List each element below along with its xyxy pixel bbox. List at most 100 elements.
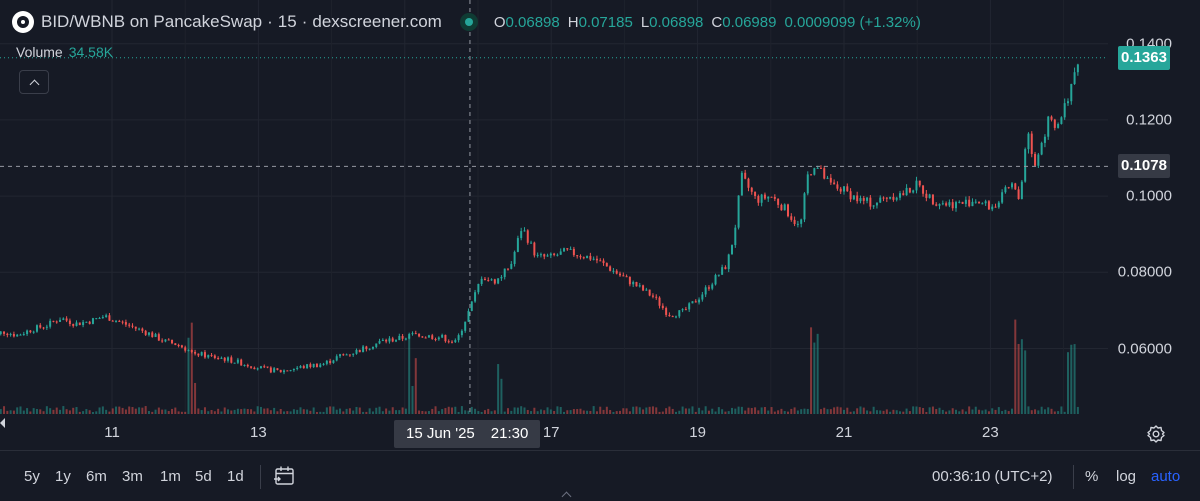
candle-body: [124, 322, 127, 325]
candle-body: [404, 338, 407, 340]
candle-body: [912, 190, 915, 193]
volume-bar: [253, 411, 256, 414]
volume-bar: [740, 406, 743, 414]
interval-label[interactable]: 15: [277, 12, 297, 31]
candle-body: [1034, 153, 1037, 166]
volume-bar: [869, 411, 872, 414]
candle-body: [510, 263, 513, 269]
candle-body: [480, 278, 483, 284]
range-3m-button[interactable]: 3m: [122, 468, 143, 485]
volume-bar: [161, 409, 164, 414]
candle-body: [928, 194, 931, 198]
volume-bar: [915, 406, 918, 414]
candle-body: [958, 201, 961, 203]
candle-body: [6, 333, 9, 336]
price-chart[interactable]: [0, 0, 1200, 450]
volume-bar: [464, 410, 467, 414]
close-value: 0.06989: [722, 13, 777, 31]
scroll-left-arrow-icon[interactable]: [0, 418, 5, 428]
candle-body: [19, 334, 22, 336]
volume-bar: [698, 407, 701, 414]
calendar-goto-icon[interactable]: [273, 464, 297, 488]
range-1d-button[interactable]: 1d: [227, 468, 244, 485]
candle-body: [688, 303, 691, 310]
candle-body: [414, 333, 417, 335]
volume-bar: [569, 410, 572, 414]
volume-bar: [368, 408, 371, 414]
candle-body: [612, 270, 615, 272]
candle-body: [582, 257, 585, 259]
log-scale-button[interactable]: log: [1116, 468, 1137, 485]
candle-body: [724, 267, 727, 270]
candle-body: [628, 276, 631, 285]
dexscreener-logo-icon: [12, 11, 34, 33]
candle-body: [85, 321, 88, 323]
candle-body: [1047, 116, 1050, 137]
volume-bar: [783, 411, 786, 414]
candle-body: [118, 320, 121, 322]
candle-body: [441, 334, 444, 338]
settings-gear-icon[interactable]: [1146, 424, 1166, 444]
volume-bar: [516, 407, 519, 414]
candle-body: [638, 285, 641, 287]
volume-bar: [941, 409, 944, 414]
volume-bar: [651, 406, 654, 414]
candle-body: [365, 346, 368, 350]
range-5y-button[interactable]: 5y: [24, 468, 40, 485]
range-1y-button[interactable]: 1y: [55, 468, 71, 485]
candle-body: [790, 216, 793, 220]
auto-scale-button[interactable]: auto: [1151, 468, 1181, 485]
percent-scale-button[interactable]: %: [1085, 468, 1099, 485]
candle-body: [668, 314, 671, 317]
candle-body: [503, 268, 506, 277]
collapse-up-icon[interactable]: [19, 70, 49, 94]
volume-bar: [358, 407, 361, 414]
status-dot-icon: [459, 13, 478, 31]
candle-body: [971, 201, 974, 207]
open-label: O: [493, 13, 506, 31]
volume-bar: [131, 407, 134, 414]
volume-bar: [908, 411, 911, 414]
candle-body: [731, 245, 734, 255]
candle-body: [819, 167, 822, 169]
volume-bar: [721, 409, 724, 414]
candle-body: [875, 202, 878, 206]
range-5d-button[interactable]: 5d: [195, 468, 212, 485]
volume-bar: [599, 406, 602, 414]
chart-area[interactable]: BID/WBNB on PancakeSwap · 15 · dexscreen…: [0, 0, 1200, 450]
candle-body: [306, 364, 309, 368]
candle-body: [464, 321, 467, 331]
volume-bar: [978, 409, 981, 414]
volume-bar: [622, 408, 625, 414]
candle-body: [1024, 149, 1027, 182]
candle-body: [684, 309, 687, 311]
volume-bar: [101, 406, 104, 414]
volume-bar: [299, 407, 302, 414]
volume-bar: [404, 408, 407, 414]
pair-name[interactable]: BID/WBNB on PancakeSwap: [41, 12, 263, 31]
candle-body: [892, 196, 895, 200]
range-6m-button[interactable]: 6m: [86, 468, 107, 485]
candle-body: [223, 357, 226, 361]
volume-bar: [810, 327, 813, 414]
volume-bar: [655, 407, 658, 414]
volume-bar: [266, 408, 269, 414]
candle-body: [879, 197, 882, 203]
candle-body: [266, 366, 269, 368]
candle-body: [59, 319, 62, 322]
volume-bar: [602, 409, 605, 414]
volume-bar: [954, 409, 957, 414]
volume-bar: [533, 407, 536, 414]
candle-body: [105, 315, 108, 318]
volume-bar: [207, 411, 210, 414]
volume-bar: [444, 408, 447, 414]
candle-body: [549, 253, 552, 256]
range-1m-button[interactable]: 1m: [160, 468, 181, 485]
volume-bar: [345, 408, 348, 414]
volume-bar: [151, 411, 154, 414]
chevron-up-icon[interactable]: [561, 491, 572, 501]
clock-timezone[interactable]: 00:36:10 (UTC+2): [932, 468, 1053, 485]
volume-bar: [421, 410, 424, 414]
volume-bar: [322, 411, 325, 414]
volume-bar: [35, 409, 38, 414]
